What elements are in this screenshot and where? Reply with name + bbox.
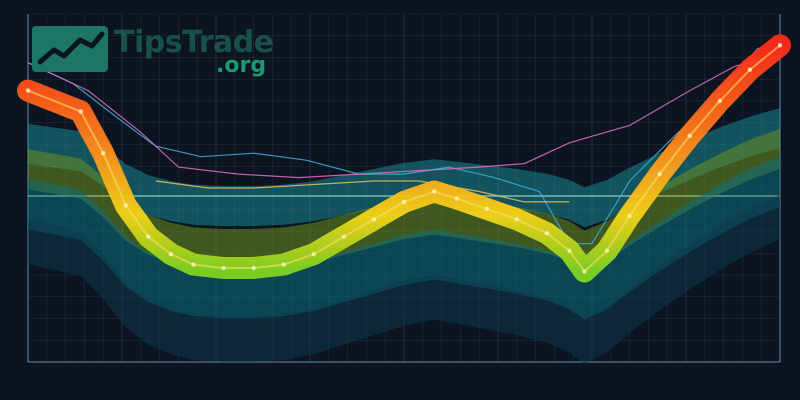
data-point [567, 248, 572, 253]
band-base [28, 194, 780, 364]
data-point [604, 248, 610, 253]
data-point [484, 206, 489, 212]
data-point [341, 234, 347, 239]
rising-trend-icon [32, 26, 108, 72]
data-point [25, 88, 31, 93]
series-line-3 [27, 55, 781, 179]
data-point [687, 133, 692, 138]
data-point [101, 151, 106, 156]
data-point [191, 262, 196, 267]
band-upper [28, 108, 780, 228]
data-point [454, 196, 459, 201]
data-point [78, 109, 83, 114]
data-point [544, 231, 550, 236]
data-point [657, 171, 662, 177]
data-point [146, 234, 151, 239]
data-point [371, 217, 377, 222]
data-point [168, 251, 174, 257]
data-point [221, 265, 226, 271]
data-point [281, 262, 286, 267]
data-point [717, 98, 723, 104]
logo-wordmark: TipsTrade [114, 25, 274, 60]
data-point [401, 199, 407, 205]
data-point [514, 217, 519, 222]
data-point [431, 189, 437, 194]
data-point [777, 43, 783, 48]
data-point [311, 251, 316, 257]
data-point [627, 213, 632, 219]
data-point [582, 269, 587, 274]
data-point [123, 203, 128, 208]
series-line-1-highlight [27, 44, 781, 274]
logo-suffix: .org [216, 53, 267, 78]
tipstrade-logo: TipsTrade .org [32, 26, 282, 78]
series-line-4 [155, 180, 570, 203]
data-point [251, 265, 256, 271]
series-lines [17, 34, 791, 283]
data-point [747, 67, 753, 72]
